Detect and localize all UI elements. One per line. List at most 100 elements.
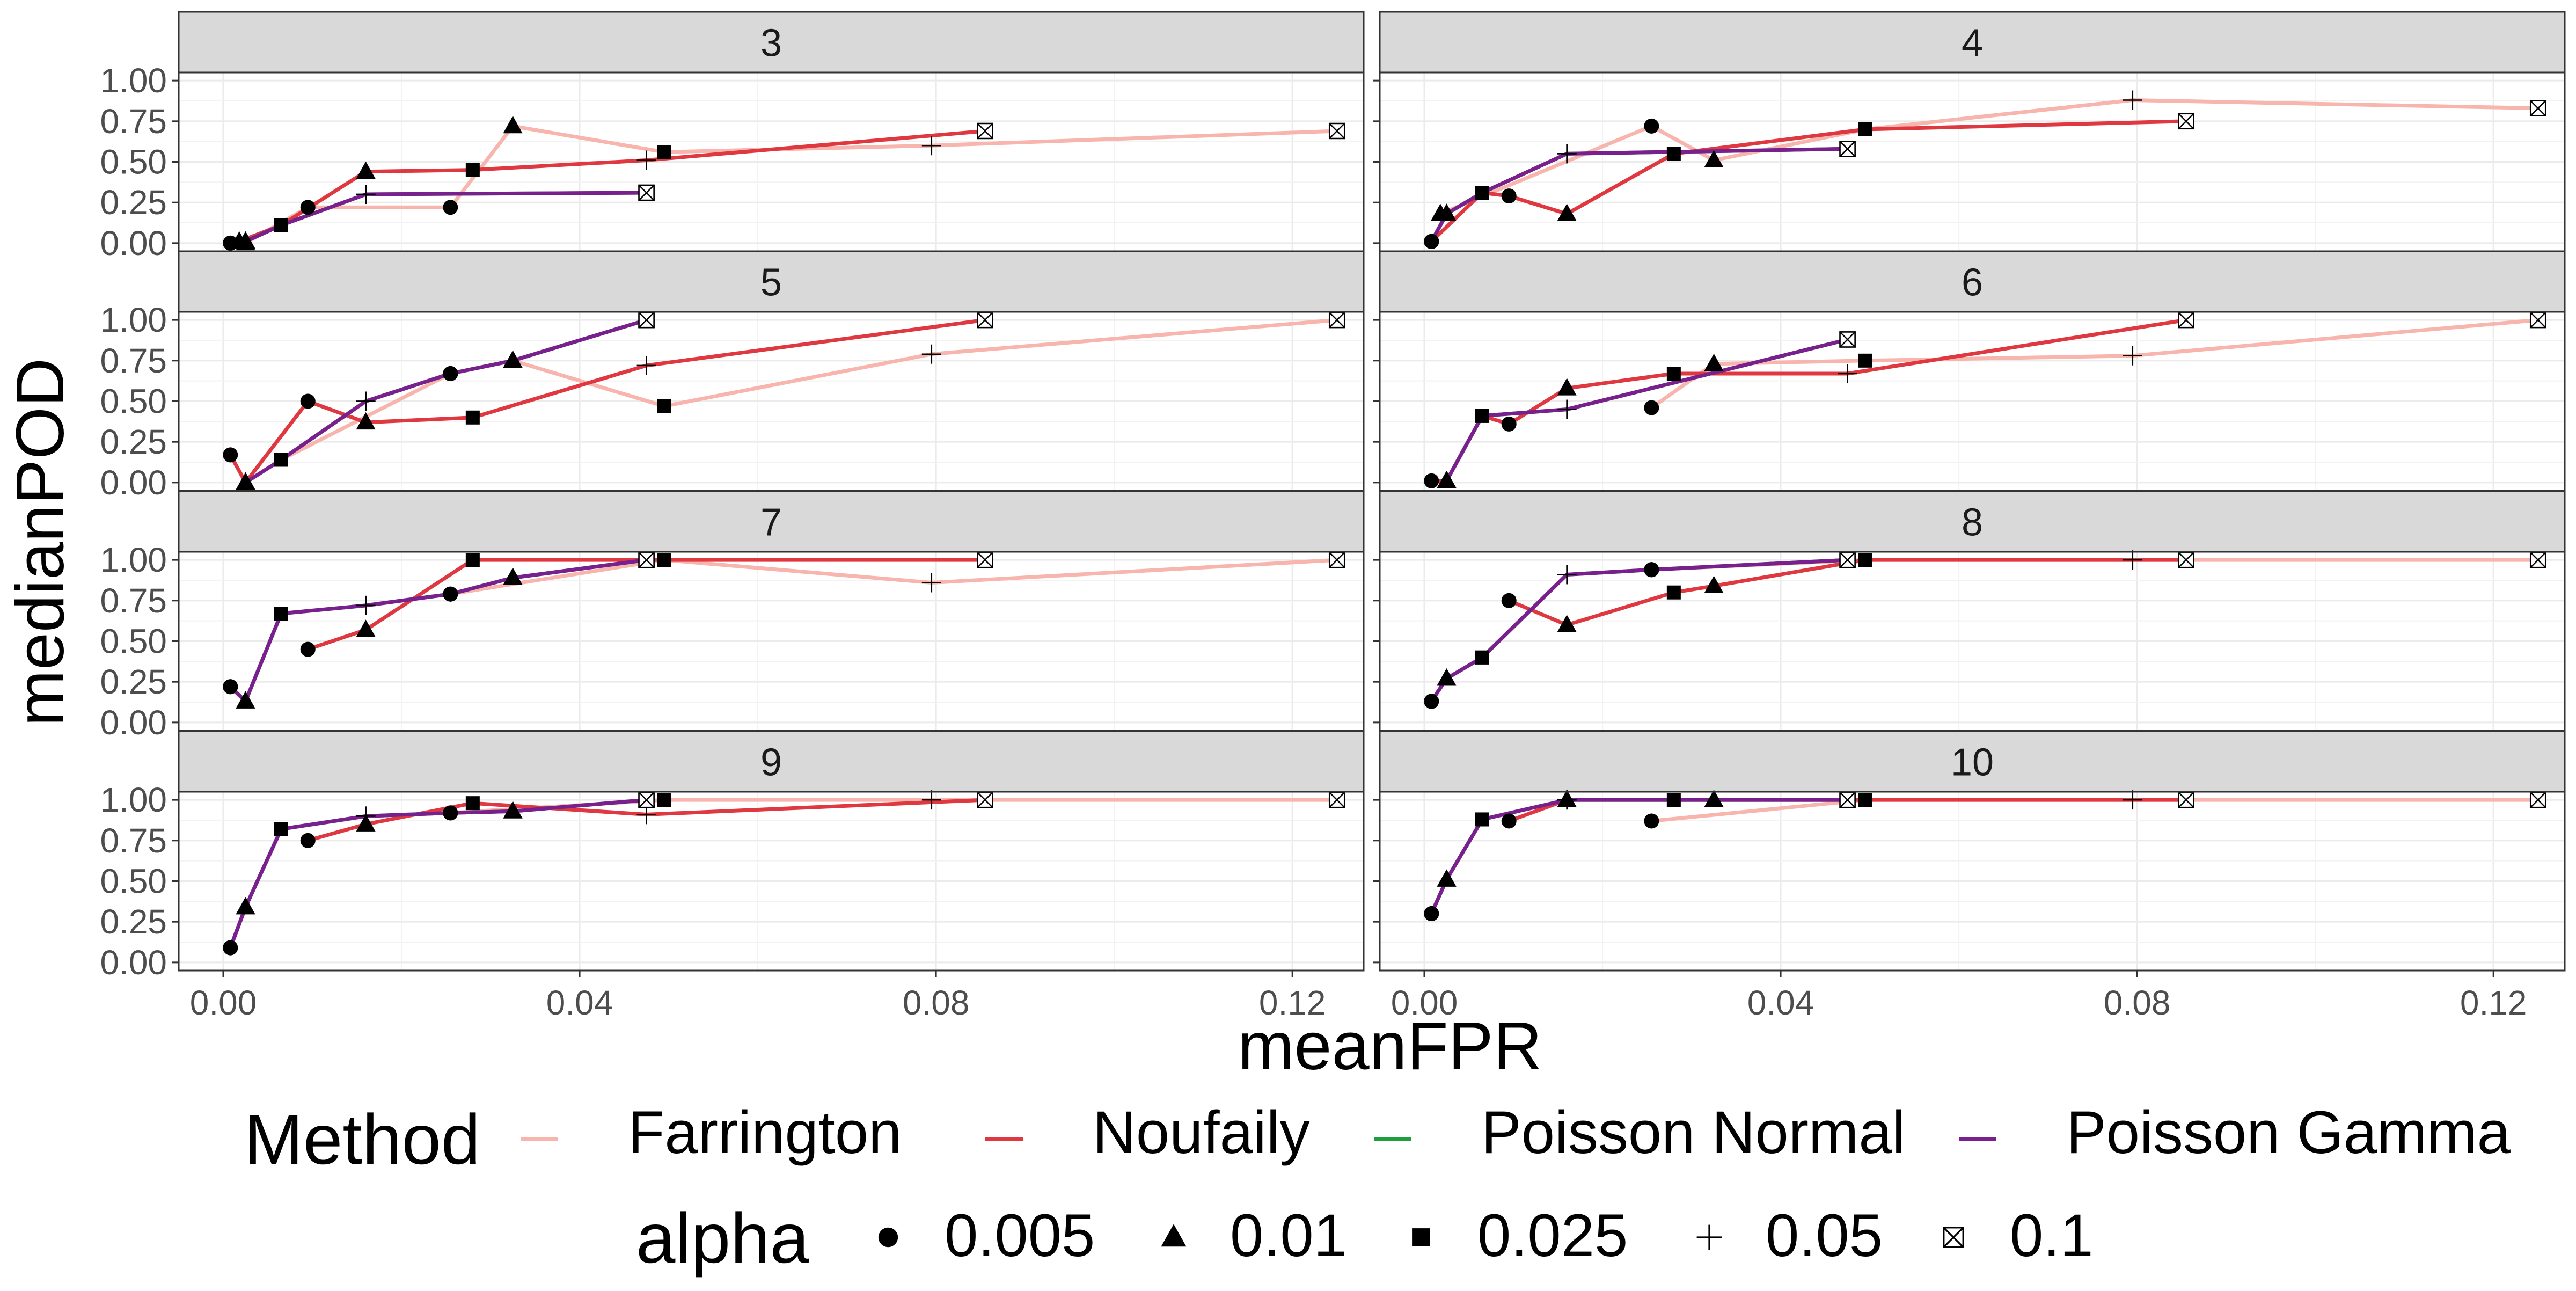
panel-3-point-farrington [503,115,523,134]
panel-6-point-poisson-gamma [1557,399,1577,419]
panel-7-point-noufaily [465,553,480,567]
panel-10-point-farrington [1644,813,1659,829]
legend-label-alpha-0-025: 0.025 [1477,1202,1628,1269]
panel-6-point-poisson-gamma [1437,470,1457,488]
panel-6-point-poisson-gamma [1839,331,1856,348]
panel-4: 4 [1373,11,2566,252]
panel-9-point-poisson-gamma [274,822,288,836]
panel-5-point-poisson-gamma [638,311,655,329]
panel-7-point-poisson-gamma-d2 [638,552,655,568]
panel-7-ytick-label: 0.25 [100,662,167,701]
panel-6-point-farrington [1704,353,1724,371]
panel-9-point-poisson-gamma [443,805,458,821]
panel-9-ytick-label: 0.25 [100,902,167,941]
panel-8-point-noufaily [1557,615,1577,632]
panel-3-point-noufaily [636,150,656,170]
panel-10-point-poisson-gamma [1839,791,1856,808]
panel-7-point-noufaily [657,553,671,567]
legend-key-alpha-0-025 [1412,1228,1430,1246]
panel-4-point-noufaily [1501,188,1517,204]
panel-7-point-noufaily [300,641,316,657]
panel-8-point-noufaily [1858,553,1872,567]
panel-4-point-poisson-gamma [1437,203,1457,221]
panel-7-point-noufaily [356,619,376,637]
panel-6-point-noufaily [2178,311,2194,329]
panel-4-point-poisson-gamma [1424,234,1439,249]
legend-label-poisson-normal: Poisson Normal [1481,1099,1906,1166]
panel-5-point-noufaily [977,311,993,329]
panel-9: 90.000.250.500.751.000.00 0.04 0.08 0.12 [100,730,1365,1022]
panel-8-point-noufaily [1501,593,1517,608]
panel-7-point-poisson-gamma [503,567,523,585]
panel-5-point-poisson-gamma [274,453,288,467]
panel-9-point-poisson-gamma [638,791,655,808]
panel-9-point-farrington [921,790,941,810]
panel-6-series-poisson-gamma [1445,338,1850,483]
panel-5-ytick-label: 0.00 [100,463,167,502]
panel-3-ytick-label: 1.00 [100,61,167,100]
panel-10-point-poisson-gamma [1475,812,1489,827]
panel-9-point-poisson-gamma [223,940,238,956]
panel-5-point-farrington [1328,311,1345,329]
panel-7-point-farrington [1328,551,1345,568]
panel-10-point-farrington-d2 [2530,792,2546,808]
panel-5-point-noufaily [636,355,656,375]
panel-4-point-noufaily [1557,203,1577,221]
panel-7-point-poisson-gamma [274,607,288,621]
panel-5-point-farrington [657,399,671,413]
panel-4-point-poisson-gamma [1475,186,1489,200]
panel-5: 5 0.000.250.500.751.00 [100,250,1365,502]
panel-5-point-noufaily-d2 [977,312,993,329]
panel-4-point-poisson-gamma [1557,144,1577,164]
panel-3-strip-label: 3 [760,22,782,65]
panel-4-point-poisson-gamma [1839,141,1856,157]
panel-10-point-poisson-gamma [1437,869,1457,887]
panel-9-point-poisson-gamma [503,801,523,819]
panel-10-point-noufaily [1858,793,1872,807]
legend-label-farrington: Farrington [628,1099,902,1166]
panel-4-point-noufaily [2178,113,2194,130]
panel-8-point-poisson-gamma-d2 [1839,552,1856,568]
panel-3-point-farrington [1328,122,1345,140]
panel-3-point-farrington [921,136,941,156]
panel-6-point-noufaily [1424,473,1439,488]
legend-method-title: Method [244,1100,480,1179]
panel-3-point-noufaily-d2 [977,123,993,139]
legend-label-noufaily: Noufaily [1093,1099,1310,1166]
panel-6-strip-label: 6 [1962,261,1983,304]
panel-9-strip-label: 9 [760,741,782,784]
panel-3-point-noufaily [977,122,993,140]
panel-5-point-poisson-gamma-d2 [638,312,655,329]
panel-7-strip [178,490,1365,553]
panel-5-grid [179,312,1364,491]
panel-10-xtick-label: 0.00 [1391,983,1458,1022]
panel-8-point-farrington [2529,551,2546,568]
panel-6-point-noufaily [1838,364,1857,384]
panel-9-xtick-label: 0.00 [190,983,257,1022]
panel-6-point-noufaily [1557,378,1577,396]
panel-9-xtick-label: 0.04 [546,983,613,1022]
panel-6-point-farrington [2123,346,2142,366]
panel-3-ytick-label: 0.00 [100,224,167,262]
panel-10-strip [1379,730,2566,793]
panel-5-ytick-label: 0.75 [100,341,167,380]
panel-8-point-noufaily [2178,551,2194,568]
panel-5-point-farrington [921,344,941,364]
panel-9-point-noufaily [300,833,316,848]
legend-key-alpha-0-1 [1943,1227,1964,1248]
legend-key-alpha-0-01 [1161,1224,1187,1247]
panel-9-point-noufaily [977,791,993,808]
panel-10-point-noufaily [1501,813,1517,829]
panel-9-point-poisson-gamma [356,806,376,826]
panel-8-series-noufaily [1507,558,2188,627]
panel-3-point-poisson-gamma [236,231,255,249]
panel-5-strip [178,250,1365,313]
panel-7-point-farrington [921,573,941,593]
panel-7-ytick-label: 0.50 [100,622,167,661]
panel-7-series-farrington [448,558,1339,596]
panel-7-point-poisson-gamma [443,586,458,602]
panel-10-point-farrington [2123,790,2142,810]
panel-7-point-poisson-gamma [356,595,376,615]
panel-10-xtick-label: 0.12 [2460,983,2527,1022]
panel-9-ytick-label: 0.50 [100,862,167,901]
